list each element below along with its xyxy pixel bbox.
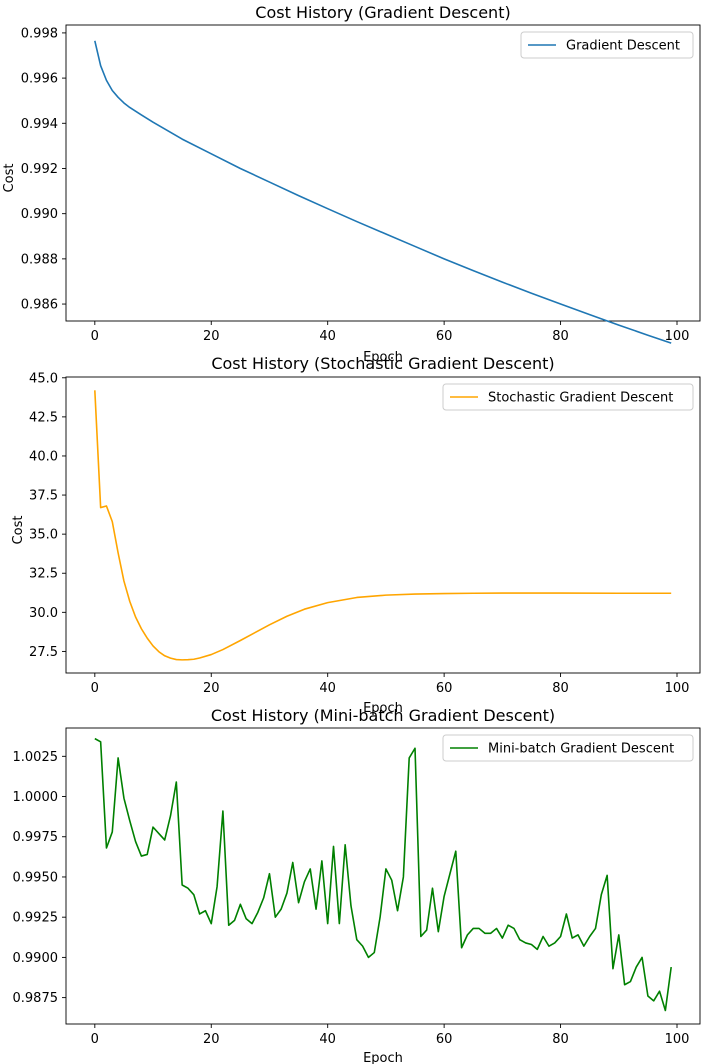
chart-panel-mini-batch-gradient-descent: 0 20 40 60 80 100 0.9875 0.9900 0.9925 0.9950 0.99…: [13, 706, 701, 1064]
x-tick-label: 60: [436, 1032, 453, 1047]
x-tick-label: 80: [552, 681, 569, 696]
y-tick-label: 35.0: [29, 528, 58, 543]
y-axis-label: Cost: [2, 164, 17, 193]
y-tick-label: 0.9950: [13, 870, 59, 885]
y-tick-label: 0.998: [21, 26, 58, 41]
x-tick-label: 20: [203, 681, 220, 696]
y-tick-label: 0.986: [21, 298, 58, 313]
y-tick-label: 32.5: [29, 567, 58, 582]
legend-box: [520, 31, 694, 59]
axes-frame: [65, 727, 701, 1025]
series-line: [94, 737, 672, 1012]
y-tick-label: 0.994: [21, 117, 58, 132]
y-tick-label: 45.0: [29, 371, 58, 386]
y-tick-label: 0.9925: [13, 911, 59, 926]
x-tick-label: 80: [552, 1032, 569, 1047]
legend: Gradient Descent: [520, 31, 694, 59]
chart-panel-stochastic-gradient-descent: 0 20 40 60 80 100 27.5 30.0 32.5 35.0 37.5 40.0 42.5…: [11, 354, 701, 716]
y-tick-label: 30.0: [29, 606, 58, 621]
y-axis-label: Cost: [11, 516, 26, 545]
legend-box: [442, 734, 694, 762]
x-tick-label: 20: [203, 1032, 220, 1047]
chart-title: Cost History (Mini-batch Gradient Descen…: [211, 706, 555, 725]
x-tick-label: 40: [319, 681, 336, 696]
y-tick-label: 0.9875: [13, 991, 59, 1006]
y-tick-label: 0.9975: [13, 830, 59, 845]
x-axis-label: Epoch: [363, 701, 403, 716]
x-tick-label: 40: [319, 1032, 336, 1047]
y-tick-label: 1.0000: [13, 790, 59, 805]
legend-label: Mini-batch Gradient Descent: [488, 742, 674, 757]
y-tick-label: 0.992: [21, 162, 58, 177]
x-tick-label: 0: [91, 681, 99, 696]
y-tick-label: 1.0025: [13, 750, 59, 765]
y-tick-label: 27.5: [29, 645, 58, 660]
x-axis-label: Epoch: [363, 350, 403, 365]
x-tick-label: 20: [203, 329, 220, 344]
x-tick-label: 100: [665, 329, 690, 344]
chart-title: Cost History (Stochastic Gradient Descen…: [211, 354, 554, 373]
legend-label: Stochastic Gradient Descent: [488, 391, 673, 406]
y-tick-label: 37.5: [29, 489, 58, 504]
axes-frame: [65, 376, 701, 674]
x-tick-label: 80: [552, 329, 569, 344]
chart-panel-gradient-descent: 0 20 40 60 80 100 0.986 0.988 0.990 0.992 0.994 0.9…: [2, 3, 701, 365]
y-tick-label: 0.990: [21, 207, 58, 222]
x-tick-label: 60: [436, 681, 453, 696]
y-tick-label: 0.9900: [13, 951, 59, 966]
x-tick-label: 60: [436, 329, 453, 344]
legend-box: [442, 383, 694, 411]
y-tick-label: 42.5: [29, 410, 58, 425]
series-line: [94, 390, 672, 661]
y-tick-label: 0.988: [21, 252, 58, 267]
y-tick-label: 40.0: [29, 449, 58, 464]
x-tick-label: 100: [665, 1032, 690, 1047]
series-line: [94, 40, 672, 344]
x-tick-label: 40: [319, 329, 336, 344]
legend-label: Gradient Descent: [566, 39, 680, 54]
x-tick-label: 0: [91, 329, 99, 344]
y-tick-label: 0.996: [21, 72, 58, 87]
x-tick-label: 0: [91, 1032, 99, 1047]
x-axis-label: Epoch: [363, 1051, 403, 1064]
x-tick-label: 100: [665, 681, 690, 696]
legend: Mini-batch Gradient Descent: [442, 734, 694, 762]
chart-title: Cost History (Gradient Descent): [255, 3, 510, 22]
axes-frame: [65, 24, 701, 322]
legend: Stochastic Gradient Descent: [442, 383, 694, 411]
